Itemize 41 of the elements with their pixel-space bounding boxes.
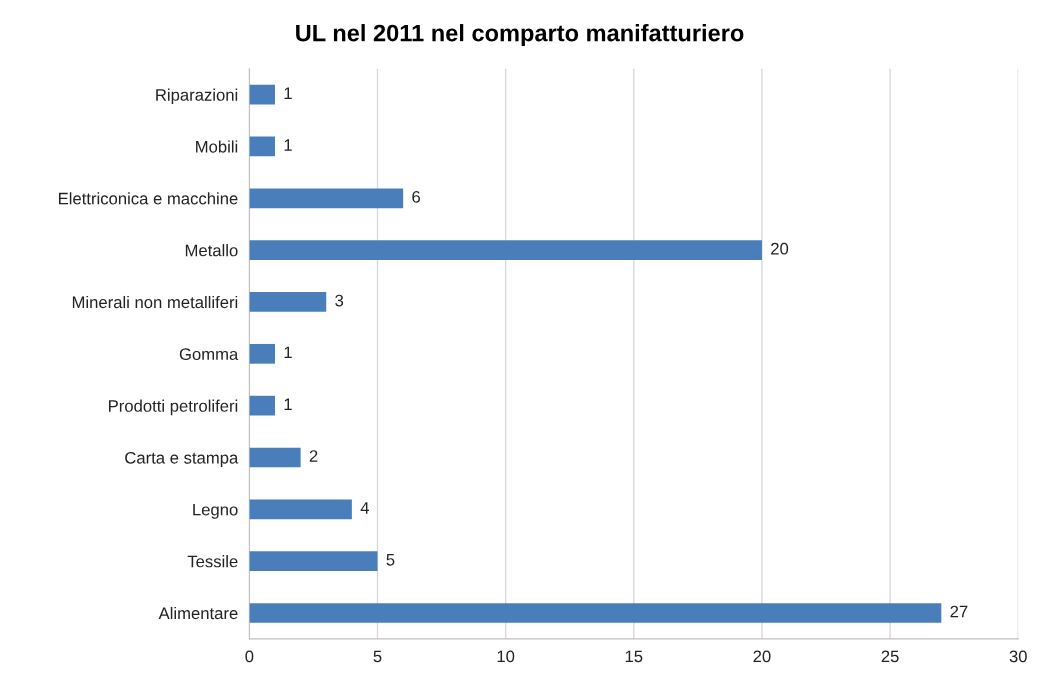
x-tick-label: 5 (373, 650, 382, 663)
x-tick-label: 15 (625, 650, 643, 663)
x-tick-label: 30 (1009, 650, 1027, 663)
data-label: 5 (386, 554, 395, 566)
x-tick-label: 25 (881, 650, 899, 663)
data-label: 1 (284, 87, 292, 99)
data-label: 1 (284, 139, 292, 151)
data-label: 3 (335, 294, 344, 307)
y-tick-label: Metallo (185, 244, 238, 257)
y-tick-label: Legno (193, 503, 238, 519)
data-label: 1 (284, 398, 292, 410)
bar (249, 603, 942, 623)
y-tick-label: Tessile (187, 555, 238, 568)
y-tick-label: Carta e stampa (125, 451, 239, 467)
bar (249, 395, 275, 416)
y-tick-label: Prodotti petroliferi (109, 399, 238, 416)
x-tick-label: 20 (753, 650, 771, 663)
data-label: 1 (284, 346, 292, 359)
chart-title: UL nel 2011 nel comparto manifatturiero (296, 24, 744, 47)
y-tick-label: Riparazioni (156, 88, 238, 105)
y-tick-label: Elettriconica e macchine (58, 192, 238, 205)
bar (249, 240, 762, 260)
bar (249, 188, 404, 209)
x-tick-label: 0 (245, 650, 254, 663)
data-label: 6 (412, 190, 420, 203)
data-label: 20 (771, 242, 789, 255)
data-label: 27 (950, 605, 968, 618)
x-tick-label: 10 (497, 650, 515, 663)
bar (249, 292, 327, 312)
bar (249, 447, 301, 468)
y-tick-label: Gomma (179, 348, 239, 361)
y-tick-label: Mobili (196, 140, 238, 153)
bar (249, 343, 275, 364)
data-label: 2 (309, 450, 318, 462)
bar (249, 136, 275, 157)
y-tick-label: Minerali non metalliferi (72, 295, 238, 309)
bar (249, 84, 275, 105)
y-tick-label: Alimentare (158, 606, 238, 620)
bar (249, 551, 378, 571)
data-label: 4 (360, 502, 369, 514)
bar (249, 499, 352, 520)
